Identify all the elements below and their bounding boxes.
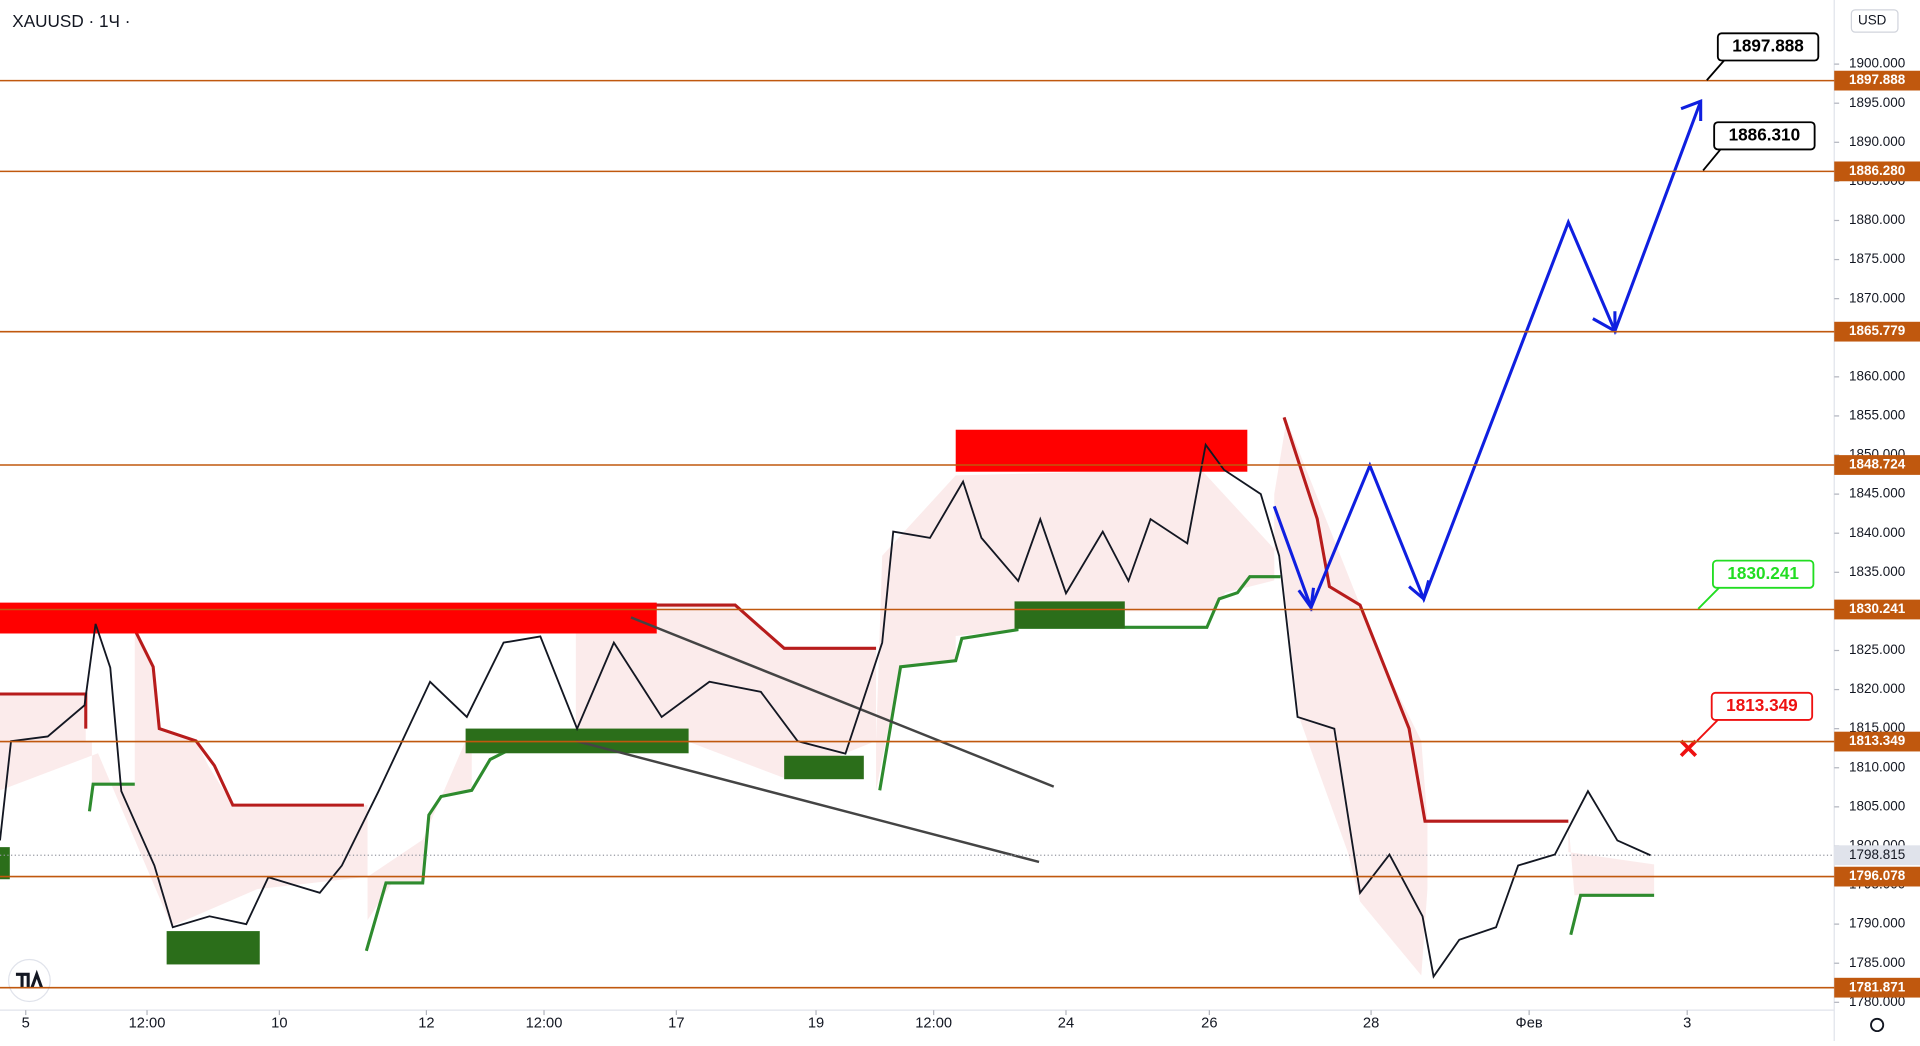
y-tick-label: 1810.000 [1849, 759, 1905, 774]
y-tick-label: 1860.000 [1849, 368, 1905, 383]
callout-text: 1813.349 [1726, 695, 1798, 715]
x-tick-label: 12:00 [129, 1016, 166, 1032]
price-line [0, 442, 1651, 979]
level-label: 1830.241 [1849, 601, 1906, 616]
y-tick-label: 1880.000 [1849, 212, 1905, 227]
level-label: 1897.888 [1849, 72, 1906, 87]
level-label: 1796.078 [1849, 868, 1906, 883]
y-tick-label: 1785.000 [1849, 955, 1905, 970]
x-tick-label: 17 [668, 1016, 684, 1032]
x-tick-label: 26 [1201, 1016, 1217, 1032]
supply-zone [0, 602, 657, 634]
level-label: 1781.871 [1849, 979, 1906, 994]
symbol-title: XAUUSD · 1Ч · [12, 11, 130, 31]
y-tick-label: 1875.000 [1849, 251, 1905, 266]
last-price-label: 1798.815 [1849, 847, 1905, 862]
x-tick-label: 12:00 [526, 1016, 563, 1032]
y-tick-label: 1835.000 [1849, 564, 1905, 579]
callout-text: 1830.241 [1727, 563, 1799, 583]
y-tick-label: 1820.000 [1849, 681, 1905, 696]
y-tick-label: 1805.000 [1849, 798, 1905, 813]
y-tick-label: 1855.000 [1849, 407, 1905, 422]
level-label: 1848.724 [1849, 457, 1906, 472]
supertrend-up [87, 575, 1655, 952]
demand-zone [0, 847, 10, 880]
level-tag [1834, 70, 1920, 91]
level-tag [1834, 866, 1920, 887]
y-tick-label: 1825.000 [1849, 642, 1905, 657]
trendline [630, 616, 1055, 788]
y-tick-label: 1895.000 [1849, 95, 1905, 110]
x-tick-label: 12:00 [915, 1016, 952, 1032]
last-price-tag [1834, 845, 1920, 866]
level-label: 1813.349 [1849, 733, 1906, 748]
callout-pointer [1696, 718, 1720, 742]
currency[interactable]: USD [1858, 13, 1887, 28]
currency-button[interactable] [1850, 9, 1899, 33]
y-tick-label: 1845.000 [1849, 486, 1905, 501]
x-tick-label: 10 [271, 1016, 287, 1032]
trendline [575, 739, 1040, 864]
y-tick-label: 1840.000 [1849, 525, 1905, 540]
y-tick-label: 1870.000 [1849, 290, 1905, 305]
x-tick-label: 28 [1363, 1016, 1379, 1032]
y-tick-label: 1890.000 [1849, 134, 1905, 149]
callout-pointer [1702, 147, 1723, 172]
demand-zone [166, 931, 260, 965]
callout-pointer [1706, 58, 1726, 81]
level-tag [1834, 977, 1920, 998]
level-tag [1834, 161, 1920, 182]
callout-box [1712, 559, 1815, 589]
cross-marker [1679, 739, 1698, 758]
callout-text: 1897.888 [1732, 35, 1804, 55]
x-tick-label: 19 [808, 1016, 824, 1032]
y-tick-label: 1790.000 [1849, 916, 1905, 931]
callout-text: 1886.310 [1729, 124, 1801, 144]
supertrend-fill [0, 419, 1655, 976]
x-tick-label: 5 [22, 1016, 30, 1032]
arrowhead [1297, 99, 1703, 612]
callout-box [1713, 121, 1816, 151]
y-tick-label: 1815.000 [1849, 720, 1905, 735]
x-tick-label: Фев [1516, 1016, 1543, 1032]
callout-box [1716, 32, 1820, 62]
x-tick-label: 12 [418, 1016, 434, 1032]
level-label: 1865.779 [1849, 323, 1906, 338]
demand-zone [1014, 601, 1125, 629]
x-tick-label: 3 [1683, 1016, 1691, 1032]
level-tag [1834, 321, 1920, 342]
level-tag [1834, 731, 1920, 752]
x-tick-label: 24 [1058, 1016, 1074, 1032]
y-tick-label: 1780.000 [1849, 994, 1905, 1009]
y-tick-label: 1900.000 [1849, 56, 1905, 71]
settings-icon[interactable] [1870, 1017, 1885, 1033]
level-tag [1834, 455, 1920, 475]
demand-zone [784, 755, 864, 780]
logo-mark[interactable] [15, 969, 44, 989]
callout-pointer [1697, 585, 1721, 610]
level-label: 1886.280 [1849, 163, 1905, 178]
level-tag [1834, 599, 1920, 620]
callout-box [1710, 691, 1814, 721]
